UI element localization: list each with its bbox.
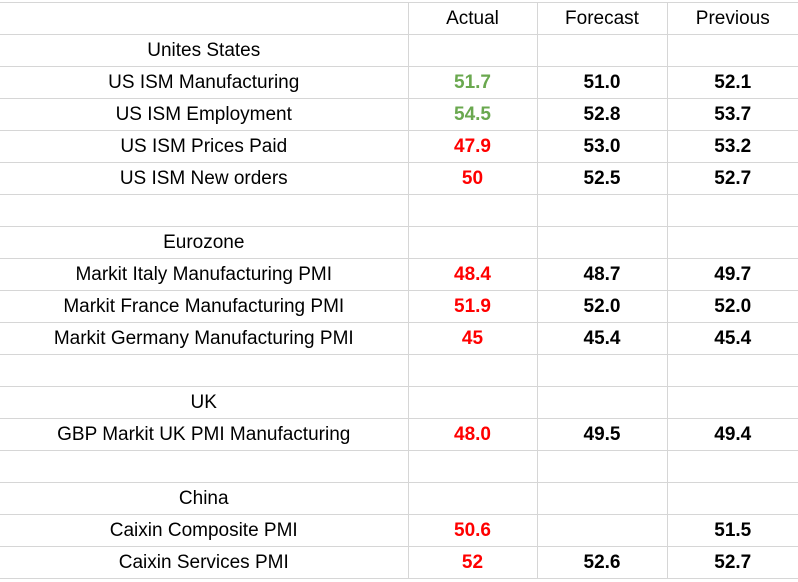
data-row: US ISM New orders 50 52.5 52.7 xyxy=(0,162,798,195)
empty-cell[interactable] xyxy=(666,450,798,483)
empty-cell[interactable] xyxy=(666,482,798,515)
previous-value[interactable]: 45.4 xyxy=(666,322,798,355)
data-row: US ISM Manufacturing 51.7 51.0 52.1 xyxy=(0,66,798,99)
empty-cell[interactable] xyxy=(666,34,798,67)
empty-cell[interactable] xyxy=(536,194,667,227)
actual-value[interactable]: 54.5 xyxy=(407,98,537,131)
previous-value[interactable]: 52.0 xyxy=(666,290,798,323)
empty-cell[interactable] xyxy=(536,34,667,67)
forecast-value[interactable]: 52.5 xyxy=(536,162,667,195)
empty-cell[interactable] xyxy=(666,194,798,227)
empty-cell[interactable] xyxy=(666,226,798,259)
empty-cell[interactable] xyxy=(536,354,667,387)
empty-cell[interactable] xyxy=(407,226,537,259)
actual-value[interactable]: 50 xyxy=(407,162,537,195)
actual-value[interactable]: 50.6 xyxy=(407,514,537,547)
forecast-value[interactable]: 51.0 xyxy=(536,66,667,99)
indicator-label[interactable]: GBP Markit UK PMI Manufacturing xyxy=(0,418,408,451)
empty-cell[interactable] xyxy=(536,386,667,419)
section-row: Eurozone xyxy=(0,226,798,259)
empty-cell[interactable] xyxy=(407,450,537,483)
actual-value[interactable]: 45 xyxy=(407,322,537,355)
indicator-label[interactable]: Caixin Composite PMI xyxy=(0,514,408,547)
section-row: Unites States xyxy=(0,34,798,67)
data-row: Markit France Manufacturing PMI 51.9 52.0 5… xyxy=(0,290,798,323)
forecast-value[interactable]: 52.0 xyxy=(536,290,667,323)
empty-cell[interactable] xyxy=(407,34,537,67)
empty-cell[interactable] xyxy=(407,386,537,419)
empty-cell[interactable] xyxy=(536,482,667,515)
previous-value[interactable]: 53.7 xyxy=(666,98,798,131)
actual-value[interactable]: 52 xyxy=(407,546,537,579)
section-row: China xyxy=(0,482,798,515)
empty-cell[interactable] xyxy=(0,354,408,387)
header-previous[interactable]: Previous xyxy=(666,2,798,35)
previous-value[interactable]: 49.7 xyxy=(666,258,798,291)
data-row: US ISM Prices Paid 47.9 53.0 53.2 xyxy=(0,130,798,163)
empty-cell[interactable] xyxy=(0,194,408,227)
data-row: Caixin Composite PMI 50.6 51.5 xyxy=(0,514,798,547)
previous-value[interactable]: 51.5 xyxy=(666,514,798,547)
empty-cell[interactable] xyxy=(536,226,667,259)
forecast-value[interactable]: 45.4 xyxy=(536,322,667,355)
forecast-value[interactable]: 48.7 xyxy=(536,258,667,291)
indicator-label[interactable]: Markit Germany Manufacturing PMI xyxy=(0,322,408,355)
indicator-label[interactable]: US ISM Prices Paid xyxy=(0,130,408,163)
actual-value[interactable]: 48.4 xyxy=(407,258,537,291)
blank-row xyxy=(0,354,798,387)
section-title[interactable]: UK xyxy=(0,386,408,419)
forecast-value[interactable]: 52.6 xyxy=(536,546,667,579)
previous-value[interactable]: 49.4 xyxy=(666,418,798,451)
data-row: Caixin Services PMI 52 52.6 52.7 xyxy=(0,546,798,579)
forecast-value[interactable]: 52.8 xyxy=(536,98,667,131)
data-row: Markit Germany Manufacturing PMI 45 45.4 45… xyxy=(0,322,798,355)
data-row: Markit Italy Manufacturing PMI 48.4 48.7 49… xyxy=(0,258,798,291)
header-row: Actual Forecast Previous xyxy=(0,2,798,35)
empty-cell[interactable] xyxy=(0,450,408,483)
empty-cell[interactable] xyxy=(407,354,537,387)
indicator-label[interactable]: US ISM Manufacturing xyxy=(0,66,408,99)
forecast-value[interactable]: 53.0 xyxy=(536,130,667,163)
data-row: GBP Markit UK PMI Manufacturing 48.0 49.5 4… xyxy=(0,418,798,451)
empty-cell[interactable] xyxy=(407,194,537,227)
previous-value[interactable]: 52.1 xyxy=(666,66,798,99)
blank-row xyxy=(0,450,798,483)
indicator-label[interactable]: US ISM Employment xyxy=(0,98,408,131)
section-title[interactable]: Unites States xyxy=(0,34,408,67)
section-title[interactable]: China xyxy=(0,482,408,515)
header-actual[interactable]: Actual xyxy=(407,2,537,35)
data-row: US ISM Employment 54.5 52.8 53.7 xyxy=(0,98,798,131)
forecast-value[interactable]: 49.5 xyxy=(536,418,667,451)
empty-cell[interactable] xyxy=(407,482,537,515)
empty-cell[interactable] xyxy=(666,354,798,387)
indicator-label[interactable]: Markit France Manufacturing PMI xyxy=(0,290,408,323)
header-label-cell[interactable] xyxy=(0,2,408,35)
previous-value[interactable]: 52.7 xyxy=(666,162,798,195)
indicator-label[interactable]: Caixin Services PMI xyxy=(0,546,408,579)
section-title[interactable]: Eurozone xyxy=(0,226,408,259)
header-forecast[interactable]: Forecast xyxy=(536,2,667,35)
actual-value[interactable]: 51.7 xyxy=(407,66,537,99)
indicator-label[interactable]: US ISM New orders xyxy=(0,162,408,195)
section-row: UK xyxy=(0,386,798,419)
indicator-label[interactable]: Markit Italy Manufacturing PMI xyxy=(0,258,408,291)
actual-value[interactable]: 47.9 xyxy=(407,130,537,163)
actual-value[interactable]: 48.0 xyxy=(407,418,537,451)
empty-cell[interactable] xyxy=(666,386,798,419)
actual-value[interactable]: 51.9 xyxy=(407,290,537,323)
previous-value[interactable]: 52.7 xyxy=(666,546,798,579)
forecast-value[interactable] xyxy=(536,514,667,547)
blank-row xyxy=(0,194,798,227)
previous-value[interactable]: 53.2 xyxy=(666,130,798,163)
empty-cell[interactable] xyxy=(536,450,667,483)
